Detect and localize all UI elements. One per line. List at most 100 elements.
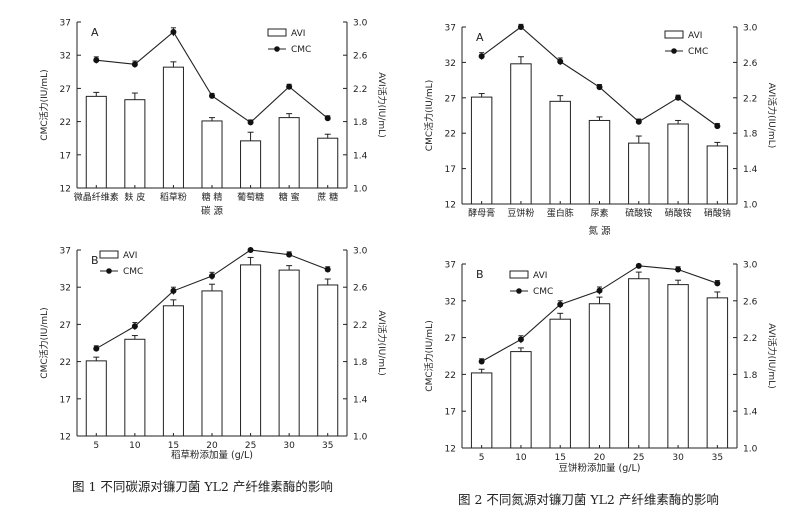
y-tick-label-left: 27 — [60, 85, 71, 95]
bar-avi — [549, 318, 571, 449]
x-tick-label: 硫酸铵 — [625, 207, 652, 219]
y-tick-label-left: 32 — [445, 59, 456, 69]
legend-label-avi: AVI — [688, 31, 702, 41]
y-tick-label-right: 1.8 — [743, 130, 758, 140]
x-tick-label: 豆饼粉 — [507, 207, 534, 219]
point-cmc — [170, 287, 177, 294]
point-cmc — [596, 287, 603, 294]
point-cmc — [286, 83, 293, 90]
y-axis-title-left: CMC活力(IU/mL) — [423, 320, 435, 391]
x-tick-label: 酵母膏 — [468, 207, 495, 219]
point-cmc — [478, 358, 485, 365]
point-cmc — [675, 266, 682, 273]
legend-swatch-avi — [267, 28, 287, 37]
x-tick-label: 尿素 — [590, 207, 608, 219]
y-tick-label-right: 3.0 — [353, 247, 368, 257]
bar-avi — [470, 96, 493, 205]
y-tick-label-right: 2.2 — [353, 85, 367, 95]
bar-avi — [706, 297, 729, 449]
bar-avi — [124, 99, 146, 189]
y-tick-label-right: 2.2 — [353, 321, 367, 331]
x-tick-label: 20 — [594, 453, 606, 463]
y-axis-title-right: AVI活力(IU/mL) — [766, 83, 778, 148]
x-tick-label: 15 — [168, 441, 179, 451]
y-tick-label-left: 22 — [445, 371, 456, 381]
x-tick-label: 5 — [93, 441, 99, 451]
point-cmc — [478, 53, 485, 60]
x-tick-label: 糖 精 — [202, 191, 223, 203]
legend-marker-cmc — [106, 268, 112, 274]
y-tick-label-left: 37 — [60, 247, 71, 257]
y-tick-label-right: 3.0 — [743, 261, 758, 271]
bar-avi — [510, 351, 532, 449]
x-tick-label: 硝酸铵 — [665, 207, 692, 219]
x-tick-label: 20 — [206, 441, 218, 451]
point-cmc — [517, 336, 524, 343]
panel-label: A — [476, 31, 484, 44]
x-tick-label: 35 — [322, 441, 333, 451]
y-tick-label-right: 1.8 — [353, 358, 368, 368]
chart-fig1-panel-a: 12 17 22 27 32 37 1.0 1.4 1.8 2.2 2.6 3.0 CMC活力(IU/m… — [38, 19, 388, 218]
panel-label: A — [91, 26, 99, 39]
bar-avi — [278, 117, 300, 189]
figure-2-caption: 图 2 不同氮源对镰刀菌 YL2 产纤维素酶的影响 — [458, 492, 719, 507]
x-tick-label: 25 — [245, 441, 256, 451]
point-cmc — [714, 280, 721, 287]
bar-avi — [124, 338, 146, 437]
chart-fig1-panel-b: 12 17 22 27 32 37 1.0 1.4 1.8 2.2 2.6 3.0 CMC活力(IU/m… — [38, 247, 388, 462]
point-cmc — [635, 262, 642, 269]
y-tick-label-left: 27 — [445, 94, 456, 104]
y-tick-label-left: 12 — [60, 433, 71, 443]
y-tick-label-right: 2.6 — [353, 52, 368, 62]
x-axis-title: 氮 源 — [588, 225, 611, 237]
bar-avi — [549, 100, 571, 205]
y-tick-label-right: 2.6 — [743, 297, 758, 307]
legend-label-cmc: CMC — [688, 47, 708, 57]
x-tick-label: 硝酸钠 — [704, 207, 731, 219]
bar-avi — [510, 63, 532, 205]
bar-avi — [628, 278, 650, 449]
x-tick-label: 35 — [712, 453, 723, 463]
legend-label-avi: AVI — [291, 29, 305, 39]
bar-avi — [162, 305, 184, 437]
y-tick-label-right: 1.4 — [743, 408, 758, 418]
point-cmc — [170, 28, 177, 35]
legend-label-cmc: CMC — [123, 267, 143, 277]
x-tick-label: 10 — [515, 453, 527, 463]
chart-fig2-panel-a: 12 17 22 27 32 37 1.0 1.4 1.8 2.2 2.6 3.0 CMC活力(IU/m… — [423, 24, 778, 238]
bar-avi — [667, 123, 689, 205]
legend-label-avi: AVI — [533, 271, 547, 281]
y-tick-label-left: 37 — [445, 24, 456, 34]
y-axis-title-left: CMC活力(IU/mL) — [38, 69, 50, 140]
y-tick-label-right: 1.8 — [743, 371, 758, 381]
point-cmc — [557, 58, 564, 65]
legend-swatch-avi — [664, 30, 684, 39]
y-tick-label-left: 17 — [445, 165, 456, 175]
bar-avi — [588, 303, 611, 449]
x-tick-label: 10 — [129, 441, 141, 451]
y-tick-label-right: 1.0 — [353, 185, 368, 195]
x-axis-title: 稻草粉添加量 (g/L) — [171, 449, 253, 461]
y-tick-label-right: 1.4 — [353, 151, 368, 161]
point-cmc — [557, 301, 564, 308]
point-cmc — [247, 247, 254, 253]
point-cmc — [635, 118, 642, 125]
point-cmc — [247, 119, 254, 126]
legend-marker-cmc — [671, 48, 677, 54]
y-tick-label-left: 12 — [445, 445, 456, 455]
bar-avi — [588, 119, 611, 205]
point-cmc — [286, 251, 293, 258]
bar-avi — [278, 269, 300, 437]
bar-avi — [85, 360, 107, 437]
bar-avi — [240, 264, 262, 437]
x-tick-label: 糖 蜜 — [279, 191, 300, 203]
y-tick-label-right: 1.4 — [353, 395, 368, 405]
bar-avi — [201, 290, 223, 437]
y-tick-label-left: 37 — [445, 261, 456, 271]
y-tick-label-right: 1.0 — [743, 445, 758, 455]
x-tick-label: 葡萄糖 — [237, 191, 264, 203]
y-axis-title-right: AVI活力(IU/mL) — [376, 310, 388, 375]
y-tick-label-right: 1.0 — [743, 201, 758, 211]
legend-swatch-avi — [509, 270, 529, 279]
x-tick-label: 5 — [479, 453, 485, 463]
